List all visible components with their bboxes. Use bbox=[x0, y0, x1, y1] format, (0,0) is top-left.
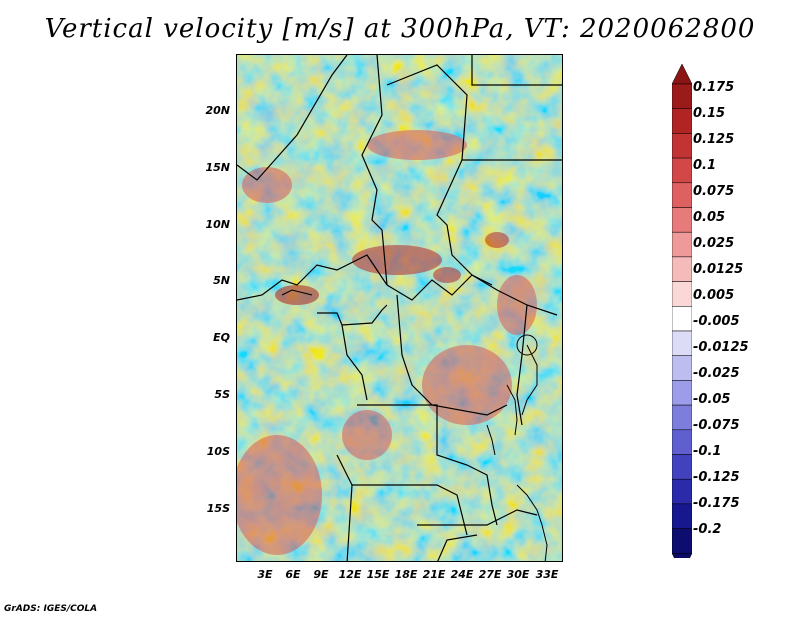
colorbar-label-12: -0.05 bbox=[693, 392, 731, 407]
colorbar-label-17: -0.2 bbox=[693, 522, 722, 537]
lat-label-15s: 15S bbox=[206, 502, 230, 515]
lat-label-eq: EQ bbox=[213, 331, 230, 344]
colorbar-label-16: -0.175 bbox=[693, 496, 740, 511]
colorbar-label-7: 0.0125 bbox=[693, 262, 744, 277]
updraft-areas bbox=[237, 130, 537, 555]
colorbar-label-11: -0.025 bbox=[693, 366, 740, 381]
colorbar-label-13: -0.075 bbox=[693, 418, 740, 433]
lon-label-33e: 33E bbox=[535, 568, 559, 581]
colorbar-label-14: -0.1 bbox=[693, 444, 722, 459]
colorbar-label-0: 0.175 bbox=[693, 80, 735, 95]
colorbar-top-triangle bbox=[672, 64, 692, 85]
colorbar-segment bbox=[672, 404, 692, 431]
footer-credit: GrADS: IGES/COLA bbox=[4, 604, 98, 614]
lon-label-24e: 24E bbox=[450, 568, 474, 581]
colorbar-segment bbox=[672, 330, 692, 356]
lon-label-15e: 15E bbox=[366, 568, 390, 581]
lat-label-10n: 10N bbox=[205, 218, 230, 231]
colorbar-segment bbox=[672, 157, 692, 184]
country-borders bbox=[237, 55, 562, 561]
colorbar-segment bbox=[672, 83, 692, 109]
lon-label-30e: 30E bbox=[506, 568, 530, 581]
colorbar-segment bbox=[672, 231, 692, 258]
colorbar-label-2: 0.125 bbox=[693, 132, 735, 147]
colorbar-segment bbox=[672, 528, 692, 554]
colorbar-label-3: 0.1 bbox=[693, 158, 717, 173]
colorbar-segment bbox=[672, 454, 692, 480]
lon-label-12e: 12E bbox=[338, 568, 362, 581]
colorbar-segment bbox=[672, 355, 692, 381]
velocity-field bbox=[237, 55, 562, 561]
colorbar-segment bbox=[672, 108, 692, 134]
lake-outlines bbox=[281, 289, 548, 561]
chart-title: Vertical velocity [m/s] at 300hPa, VT: 2… bbox=[44, 14, 756, 44]
lon-label-3e: 3E bbox=[257, 568, 273, 581]
colorbar-label-15: -0.125 bbox=[693, 470, 740, 485]
map-panel bbox=[236, 54, 563, 562]
lat-label-5s: 5S bbox=[214, 388, 230, 401]
colorbar-segment bbox=[672, 256, 692, 282]
lon-label-27e: 27E bbox=[478, 568, 502, 581]
lat-label-20n: 20N bbox=[205, 104, 230, 117]
colorbar-segment bbox=[672, 306, 692, 332]
lat-label-5n: 5N bbox=[213, 274, 230, 287]
colorbar-segment bbox=[672, 429, 692, 455]
colorbar-label-4: 0.075 bbox=[693, 184, 735, 199]
colorbar-segment bbox=[672, 133, 692, 159]
colorbar-bottom-triangle bbox=[672, 553, 692, 558]
colorbar-label-1: 0.15 bbox=[693, 106, 726, 121]
lat-label-15n: 15N bbox=[205, 161, 230, 174]
lon-label-9e: 9E bbox=[313, 568, 329, 581]
colorbar-segment bbox=[672, 281, 692, 307]
lon-label-21e: 21E bbox=[422, 568, 446, 581]
colorbar-label-5: 0.05 bbox=[693, 210, 726, 225]
colorbar-label-8: 0.005 bbox=[693, 288, 735, 303]
colorbar-label-9: -0.005 bbox=[693, 314, 740, 329]
lon-label-6e: 6E bbox=[285, 568, 301, 581]
colorbar-label-10: -0.0125 bbox=[693, 340, 749, 355]
colorbar-segment bbox=[672, 478, 692, 505]
colorbar bbox=[672, 64, 692, 558]
colorbar-label-6: 0.025 bbox=[693, 236, 735, 251]
colorbar-segment bbox=[672, 380, 692, 406]
colorbar-segment bbox=[672, 207, 692, 233]
colorbar-segment bbox=[672, 182, 692, 208]
lat-label-10s: 10S bbox=[206, 445, 230, 458]
lon-label-18e: 18E bbox=[394, 568, 418, 581]
colorbar-segment bbox=[672, 503, 692, 529]
